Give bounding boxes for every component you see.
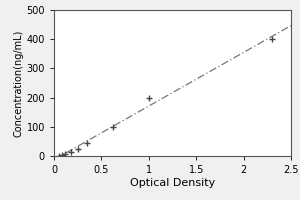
X-axis label: Optical Density: Optical Density xyxy=(130,178,215,188)
Y-axis label: Concentration(ng/mL): Concentration(ng/mL) xyxy=(14,29,24,137)
